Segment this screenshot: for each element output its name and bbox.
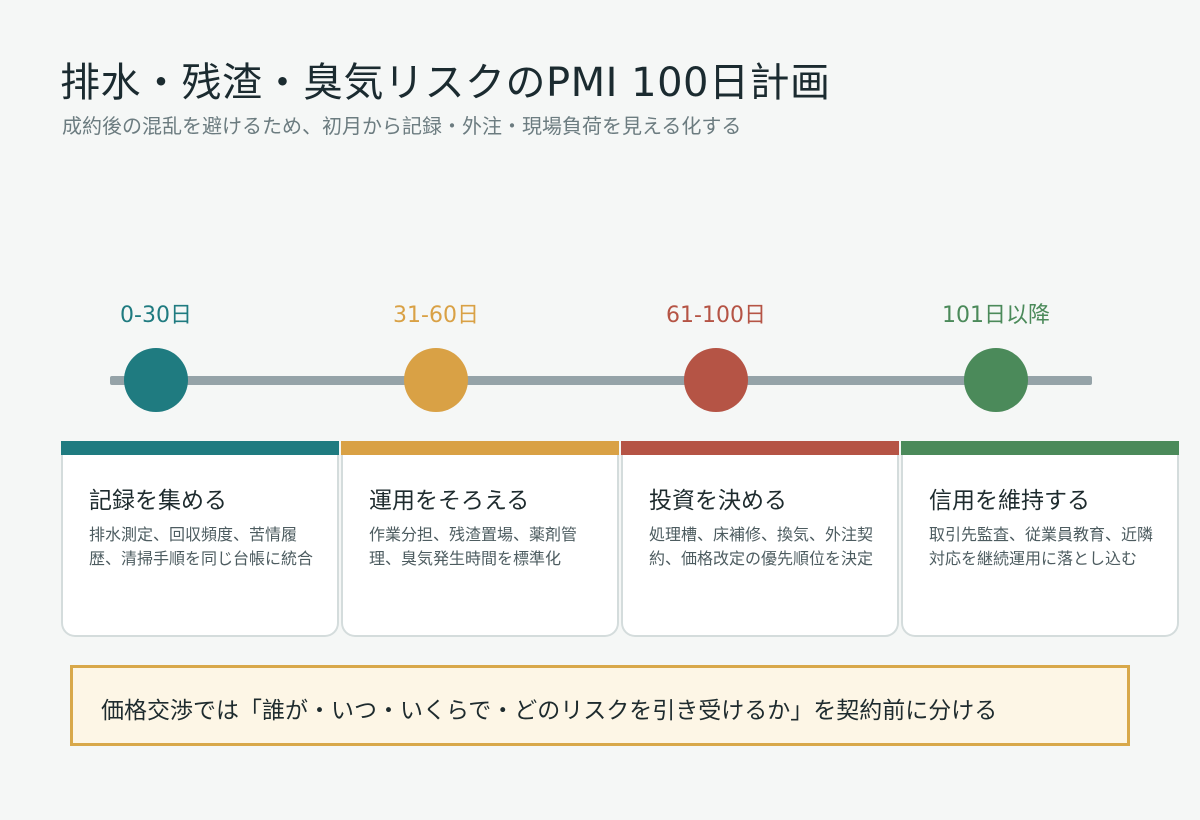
phase-1-card-bar bbox=[61, 441, 339, 455]
phase-2-period: 31-60日 bbox=[393, 303, 479, 328]
phase-4-title: 信用を維持する bbox=[929, 488, 1090, 514]
page-title: 排水・残渣・臭気リスクのPMI 100日計画 bbox=[60, 60, 831, 106]
phase-3-marker bbox=[684, 348, 748, 412]
phase-4-card: 信用を維持する 取引先監査、従業員教育、近隣対応を継続運用に落とし込む bbox=[901, 441, 1179, 637]
phase-1-period: 0-30日 bbox=[120, 303, 192, 328]
phase-3-card: 投資を決める 処理槽、床補修、換気、外注契約、価格改定の優先順位を決定 bbox=[621, 441, 899, 637]
phase-1-marker bbox=[124, 348, 188, 412]
phase-2-description: 作業分担、残渣置場、薬剤管理、臭気発生時間を標準化 bbox=[369, 525, 578, 568]
phase-2-card-bar bbox=[341, 441, 619, 455]
timeline-line bbox=[110, 376, 1092, 385]
phase-1-card: 記録を集める 排水測定、回収頻度、苦情履歴、清掃手順を同じ台帳に統合 bbox=[61, 441, 339, 637]
negotiation-note-text: 価格交渉では「誰が・いつ・いくらで・どのリスクを引き受けるか」を契約前に分ける bbox=[101, 698, 998, 724]
phase-3-period: 61-100日 bbox=[666, 303, 766, 328]
phase-2-card: 運用をそろえる 作業分担、残渣置場、薬剤管理、臭気発生時間を標準化 bbox=[341, 441, 619, 637]
phase-2-title: 運用をそろえる bbox=[369, 488, 530, 514]
phase-3-title: 投資を決める bbox=[649, 488, 787, 514]
phase-4-period: 101日以降 bbox=[942, 303, 1050, 328]
page-subtitle: 成約後の混乱を避けるため、初月から記録・外注・現場負荷を見える化する bbox=[62, 114, 742, 138]
phase-3-description: 処理槽、床補修、換気、外注契約、価格改定の優先順位を決定 bbox=[649, 525, 874, 568]
phase-1-description: 排水測定、回収頻度、苦情履歴、清掃手順を同じ台帳に統合 bbox=[89, 525, 314, 568]
phase-4-card-bar bbox=[901, 441, 1179, 455]
negotiation-note: 価格交渉では「誰が・いつ・いくらで・どのリスクを引き受けるか」を契約前に分ける bbox=[70, 665, 1130, 746]
phase-1-title: 記録を集める bbox=[89, 488, 227, 514]
phase-4-marker bbox=[964, 348, 1028, 412]
phase-3-card-bar bbox=[621, 441, 899, 455]
phase-4-description: 取引先監査、従業員教育、近隣対応を継続運用に落とし込む bbox=[929, 525, 1154, 568]
phase-2-marker bbox=[404, 348, 468, 412]
